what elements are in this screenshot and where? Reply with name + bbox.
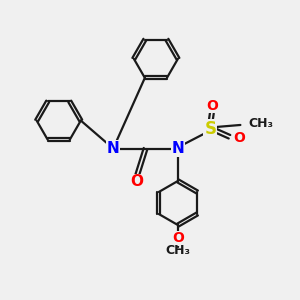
Text: O: O (172, 231, 184, 245)
Text: O: O (233, 131, 245, 145)
Text: O: O (206, 99, 218, 113)
Text: O: O (130, 174, 143, 189)
Text: N: N (172, 141, 184, 156)
Text: S: S (204, 120, 216, 138)
Text: CH₃: CH₃ (249, 117, 274, 130)
Text: N: N (107, 141, 120, 156)
Text: CH₃: CH₃ (166, 244, 190, 257)
